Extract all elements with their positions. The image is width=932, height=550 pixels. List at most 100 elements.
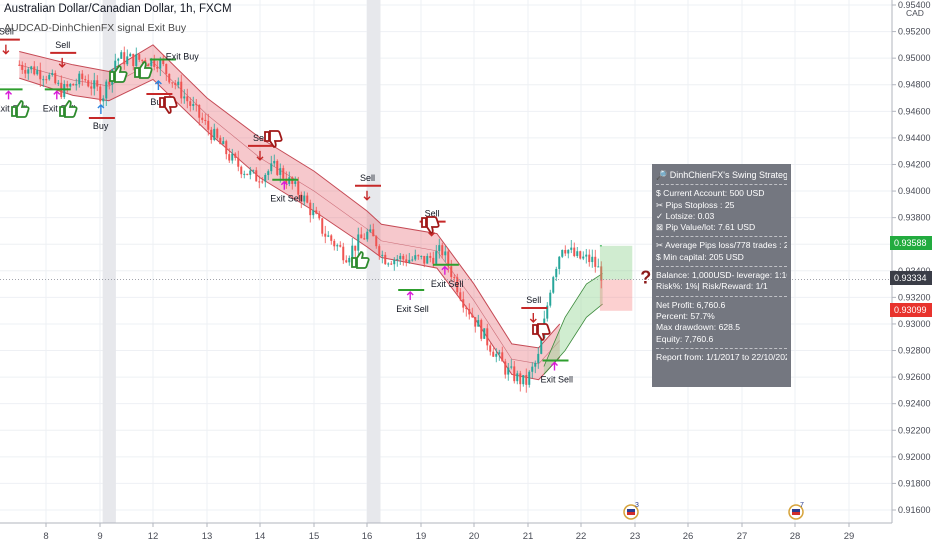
candle-body	[222, 141, 225, 145]
candle-body	[153, 58, 156, 67]
candle-body	[324, 233, 327, 237]
flag-stripe	[627, 512, 635, 515]
sell-annotation: Sell	[50, 40, 77, 68]
candle-body	[168, 73, 171, 83]
x-tick-label: 16	[362, 531, 373, 542]
candle-body	[300, 194, 303, 202]
candle-body	[267, 171, 270, 175]
x-tick-label: 21	[523, 531, 534, 542]
candle-body	[48, 74, 51, 80]
thumbs-down-icon	[421, 216, 440, 234]
candle-body	[66, 83, 69, 87]
candle-body	[210, 129, 213, 140]
x-tick-label: 29	[844, 531, 855, 542]
candle-body	[72, 83, 75, 86]
candle-body	[312, 210, 315, 216]
candle-body	[138, 54, 141, 60]
candle-body	[33, 66, 36, 75]
candle-body	[87, 80, 90, 87]
down-arrow-icon	[363, 190, 371, 201]
candle-body	[552, 277, 555, 293]
candle-body	[117, 58, 120, 61]
candle-body	[264, 174, 267, 182]
event-marker: 3	[623, 502, 639, 520]
candle-body	[195, 104, 198, 106]
candle-body	[588, 254, 591, 263]
candle-body	[345, 260, 348, 263]
candle-body	[480, 320, 483, 339]
x-tick-label: 27	[737, 531, 748, 542]
candle-body	[120, 52, 123, 59]
candle-body	[408, 259, 411, 263]
y-tick-label: 0.94800	[898, 80, 931, 90]
candle-body	[129, 53, 132, 57]
candle-body	[336, 245, 339, 247]
event-count: 7	[800, 502, 804, 509]
candle-body	[489, 345, 492, 352]
candle-body	[390, 263, 393, 265]
candle-body	[39, 70, 42, 80]
candle-body	[585, 254, 588, 257]
sell-annotation: Sell	[355, 173, 381, 201]
candle-body	[555, 268, 558, 278]
candle-body	[366, 231, 369, 240]
candle-body	[165, 64, 168, 74]
candle-body	[402, 255, 405, 260]
thumbs-up-icon	[351, 251, 370, 269]
y-tick-label: 0.91800	[898, 478, 931, 488]
candle-body	[81, 73, 84, 80]
price-label-current: 0.93334	[890, 271, 932, 285]
candle-body	[519, 373, 522, 385]
candle-body	[363, 238, 366, 240]
candle-body	[21, 64, 24, 70]
chart-title: Australian Dollar/Canadian Dollar, 1h, F…	[4, 3, 232, 15]
candle-body	[540, 338, 543, 354]
candle-body	[594, 256, 597, 267]
candle-body	[327, 235, 330, 237]
candle-body	[84, 79, 87, 81]
x-tick-label: 8	[43, 531, 48, 542]
candle-body	[27, 69, 30, 74]
candle-body	[78, 73, 81, 85]
candle-body	[273, 160, 276, 164]
candle-body	[75, 84, 78, 86]
candle-body	[18, 64, 21, 66]
candle-body	[357, 234, 360, 251]
up-arrow-icon	[154, 80, 162, 91]
exit-buy-label: Exit Buy	[166, 52, 200, 62]
buy-annotation: Buy	[146, 80, 173, 107]
candle-body	[270, 163, 273, 172]
candle-body	[309, 202, 312, 216]
candle-body	[561, 249, 564, 257]
thumb-shape	[134, 61, 153, 79]
candle-body	[531, 366, 534, 372]
candle-body	[456, 277, 459, 293]
candle-body	[597, 266, 600, 268]
candle-body	[492, 351, 495, 357]
down-arrow-icon	[529, 313, 537, 324]
candle-body	[132, 53, 135, 67]
down-arrow-icon	[2, 44, 10, 55]
exit-sell-label: Exit Sell	[396, 304, 429, 314]
up-arrow-icon	[53, 90, 61, 100]
candle-body	[501, 352, 504, 362]
thumbs-up-icon	[59, 100, 78, 118]
candle-body	[513, 366, 516, 382]
y-tick-label: 0.95000	[898, 53, 931, 63]
candle-body	[192, 104, 195, 106]
candle-body	[423, 255, 426, 264]
thumbs-up-icon	[11, 100, 30, 118]
candle-body	[285, 178, 288, 184]
up-arrow-icon	[280, 180, 288, 190]
candle-body	[330, 235, 333, 241]
exit-buy-annotation: Exit Buy	[149, 52, 200, 62]
candle-body	[306, 195, 309, 203]
candle-body	[600, 266, 603, 281]
event-marker: 7	[788, 502, 804, 520]
stats-line: $ Current Account: 500 USD	[656, 188, 765, 199]
currency-label: CAD	[906, 8, 924, 18]
y-tick-label: 0.93800	[898, 213, 931, 223]
position-box[interactable]: ?	[0, 245, 892, 311]
candle-body	[405, 259, 408, 263]
